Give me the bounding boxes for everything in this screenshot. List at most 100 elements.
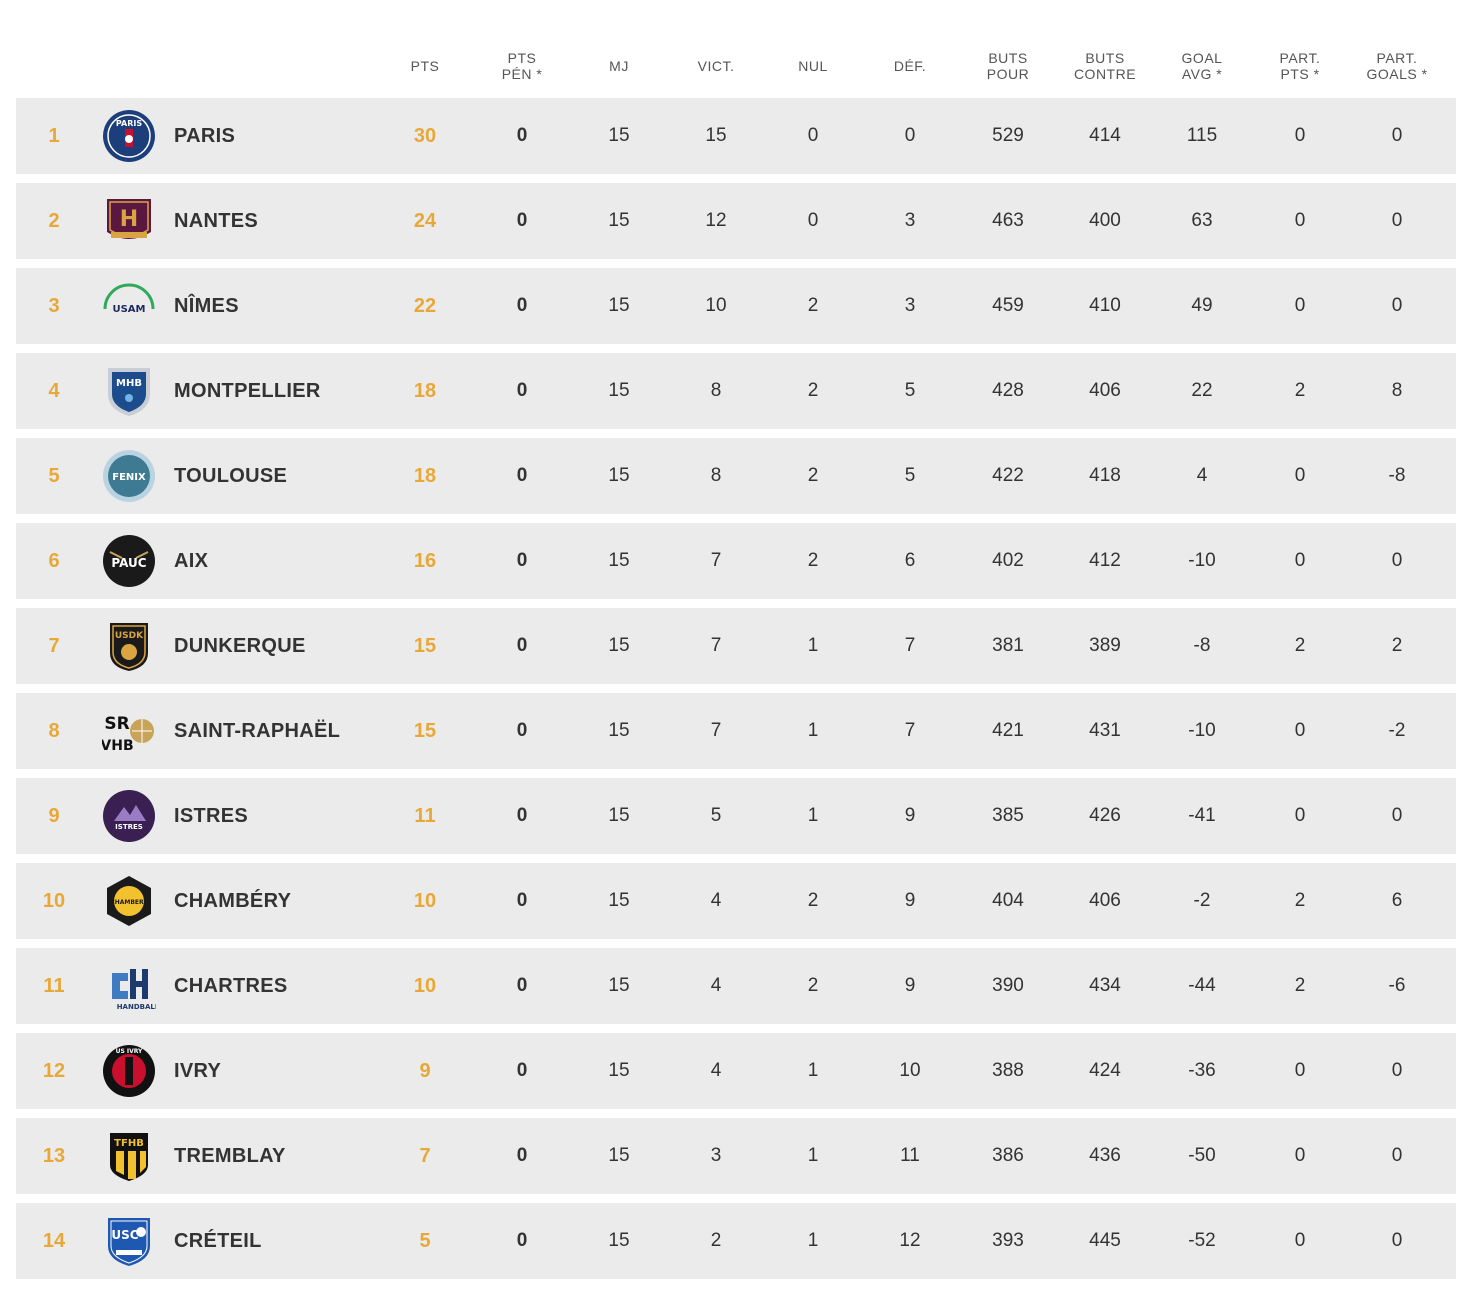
buts-contre-cell: 424 [1089, 1060, 1121, 1081]
def-cell: 9 [904, 805, 916, 826]
team-name[interactable]: PARIS [174, 125, 236, 147]
table-row-8[interactable]: 8 SR VHB SAINT-RAPHAËL 15 0 15 7 1 7 421 … [16, 693, 1456, 769]
table-row-1[interactable]: 1 PARIS PARIS 30 0 15 15 0 0 529 414 115… [16, 98, 1456, 174]
def-cell: 3 [904, 210, 916, 231]
part-pts-cell: 0 [1294, 295, 1306, 316]
mj-cell: 15 [608, 210, 630, 231]
header-buts-contre[interactable]: BUTS CONTRE [1073, 50, 1137, 82]
buts-pour-cell: 463 [992, 210, 1024, 231]
header-vict[interactable]: VICT. [697, 58, 735, 74]
vict-cell: 3 [710, 1145, 722, 1166]
team-name[interactable]: NÎMES [174, 295, 239, 317]
pts-cell: 16 [413, 550, 437, 572]
header-pts[interactable]: PTS [410, 58, 440, 74]
team-name[interactable]: NANTES [174, 210, 259, 232]
mj-cell: 15 [608, 550, 630, 571]
rank-cell: 1 [48, 125, 60, 147]
pts-pen-cell: 0 [516, 125, 528, 146]
header-pts-pen[interactable]: PTS PÉN * [501, 50, 543, 82]
nul-cell: 2 [807, 295, 819, 316]
svg-text:US IVRY: US IVRY [116, 1048, 143, 1055]
goal-avg-cell: 63 [1191, 210, 1213, 231]
rank-cell: 12 [42, 1060, 66, 1082]
pts-cell: 10 [413, 975, 437, 997]
psg-logo: PARIS [102, 109, 156, 163]
def-cell: 6 [904, 550, 916, 571]
rank-cell: 8 [48, 720, 60, 742]
team-name[interactable]: SAINT-RAPHAËL [174, 720, 341, 742]
mj-cell: 15 [608, 1060, 630, 1081]
team-name[interactable]: CRÉTEIL [174, 1230, 262, 1252]
nul-cell: 0 [807, 125, 819, 146]
table-row-14[interactable]: 14 USC CRÉTEIL 5 0 15 2 1 12 393 445 -52… [16, 1203, 1456, 1279]
part-pts-cell: 0 [1294, 720, 1306, 741]
part-goals-cell: 0 [1391, 1230, 1403, 1251]
part-goals-cell: 0 [1391, 550, 1403, 571]
table-row-3[interactable]: 3 USAM NÎMES 22 0 15 10 2 3 459 410 49 0… [16, 268, 1456, 344]
table-row-13[interactable]: 13 TFHB TREMBLAY 7 0 15 3 1 11 386 436 -… [16, 1118, 1456, 1194]
team-name[interactable]: CHARTRES [174, 975, 288, 997]
nul-cell: 1 [807, 635, 819, 656]
table-row-10[interactable]: 10 CHAMBERY CHAMBÉRY 10 0 15 4 2 9 404 4… [16, 863, 1456, 939]
tfhb-logo: TFHB [102, 1129, 156, 1183]
svg-text:HANDBALL: HANDBALL [117, 1003, 156, 1011]
team-name[interactable]: IVRY [174, 1060, 222, 1082]
header-def[interactable]: DÉF. [893, 58, 927, 74]
buts-pour-cell: 404 [992, 890, 1024, 911]
part-goals-cell: 6 [1391, 890, 1403, 911]
buts-contre-cell: 431 [1089, 720, 1121, 741]
pts-cell: 15 [413, 635, 437, 657]
goal-avg-cell: -44 [1188, 975, 1216, 996]
vict-cell: 15 [705, 125, 727, 146]
table-row-6[interactable]: 6 PAUC AIX 16 0 15 7 2 6 402 412 -10 0 0 [16, 523, 1456, 599]
header-mj[interactable]: MJ [609, 58, 629, 74]
buts-contre-cell: 414 [1089, 125, 1121, 146]
us-ivry-logo: US IVRY [102, 1044, 156, 1098]
buts-contre-cell: 389 [1089, 635, 1121, 656]
svg-text:ISTRES: ISTRES [115, 823, 143, 831]
pts-cell: 22 [413, 295, 437, 317]
goal-avg-cell: -50 [1188, 1145, 1216, 1166]
team-name[interactable]: CHAMBÉRY [174, 890, 292, 912]
nul-cell: 2 [807, 550, 819, 571]
buts-pour-cell: 386 [992, 1145, 1024, 1166]
goal-avg-cell: -8 [1193, 635, 1211, 656]
part-goals-cell: 0 [1391, 805, 1403, 826]
table-row-2[interactable]: 2 H NANTES 24 0 15 12 0 3 463 400 63 0 0 [16, 183, 1456, 259]
pts-cell: 7 [419, 1145, 431, 1167]
header-nul[interactable]: NUL [798, 58, 828, 74]
team-name[interactable]: TOULOUSE [174, 465, 288, 487]
buts-contre-cell: 406 [1089, 380, 1121, 401]
table-row-9[interactable]: 9 ISTRES ISTRES 11 0 15 5 1 9 385 426 -4… [16, 778, 1456, 854]
header-goal-avg[interactable]: GOAL AVG * [1181, 50, 1223, 82]
part-pts-cell: 0 [1294, 1230, 1306, 1251]
svg-text:PAUC: PAUC [111, 556, 146, 570]
header-part-goals[interactable]: PART. GOALS * [1366, 50, 1428, 82]
mhb-logo: MHB [102, 364, 156, 418]
team-name[interactable]: AIX [174, 550, 209, 572]
nul-cell: 2 [807, 380, 819, 401]
pts-pen-cell: 0 [516, 805, 528, 826]
table-row-5[interactable]: 5 FENIX TOULOUSE 18 0 15 8 2 5 422 418 4… [16, 438, 1456, 514]
buts-contre-cell: 400 [1089, 210, 1121, 231]
svg-text:PARIS: PARIS [116, 119, 142, 128]
table-row-7[interactable]: 7 USDK DUNKERQUE 15 0 15 7 1 7 381 389 -… [16, 608, 1456, 684]
hbc-nantes-logo: H [102, 194, 156, 248]
table-row-11[interactable]: 11 HANDBALL CHARTRES 10 0 15 4 2 9 390 4… [16, 948, 1456, 1024]
header-buts-pour[interactable]: BUTS POUR [986, 50, 1030, 82]
team-name[interactable]: MONTPELLIER [174, 380, 321, 402]
nul-cell: 1 [807, 805, 819, 826]
team-name[interactable]: DUNKERQUE [174, 635, 306, 657]
goal-avg-cell: 115 [1186, 125, 1218, 146]
def-cell: 10 [899, 1060, 921, 1081]
table-row-4[interactable]: 4 MHB MONTPELLIER 18 0 15 8 2 5 428 406 … [16, 353, 1456, 429]
team-name[interactable]: TREMBLAY [174, 1145, 286, 1167]
pts-cell: 15 [413, 720, 437, 742]
table-row-12[interactable]: 12 US IVRY IVRY 9 0 15 4 1 10 388 424 -3… [16, 1033, 1456, 1109]
buts-pour-cell: 459 [992, 295, 1024, 316]
goal-avg-cell: -41 [1188, 805, 1216, 826]
vict-cell: 10 [705, 295, 727, 316]
team-name[interactable]: ISTRES [174, 805, 249, 827]
header-part-pts[interactable]: PART. PTS * [1279, 50, 1321, 82]
vict-cell: 4 [710, 890, 722, 911]
